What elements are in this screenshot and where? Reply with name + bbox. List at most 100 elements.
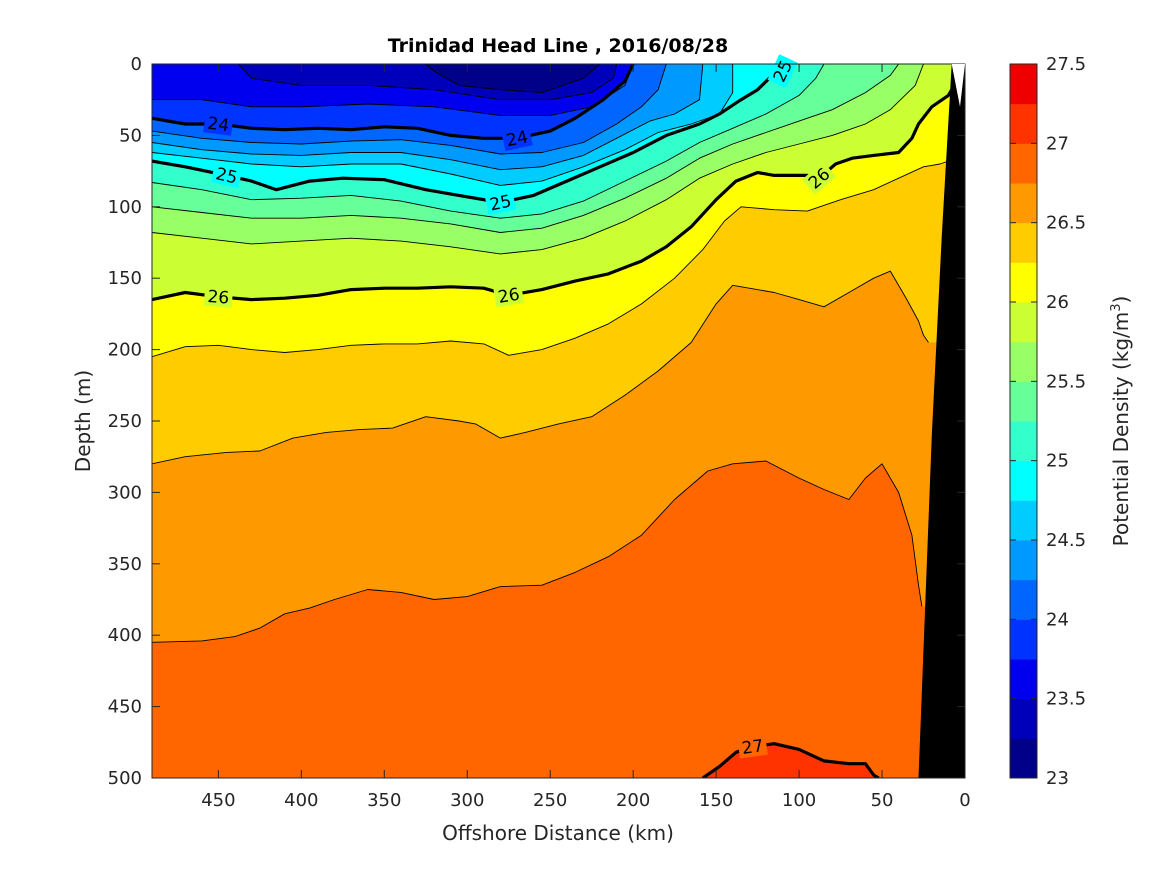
colorbar-swatch	[1010, 183, 1037, 224]
contour-label-bg	[801, 161, 837, 195]
colorbar-swatch	[1010, 143, 1037, 184]
colorbar-label: Potential Density (kg/m3)	[1109, 296, 1133, 547]
y-tick-label: 100	[108, 197, 142, 218]
contour-line-25.75	[152, 64, 924, 255]
contour-line-23.25	[425, 64, 601, 94]
contour-label-25: 25	[210, 162, 243, 189]
colorbar-tick-label: 24	[1046, 609, 1069, 630]
contour-line-26.25	[152, 160, 949, 358]
colorbar-swatch	[1010, 262, 1037, 303]
colorbar-tick-label: 26	[1046, 292, 1069, 313]
x-tick-label: 400	[284, 790, 318, 811]
colorbar-tick-label: 25	[1046, 451, 1069, 472]
colorbar-swatch	[1010, 341, 1037, 382]
y-tick-label: 500	[108, 768, 142, 789]
contour-line-26.75	[152, 460, 923, 643]
contour-line-25.25	[152, 64, 825, 219]
contour-label-bg	[501, 125, 533, 152]
y-tick-label: 300	[108, 482, 142, 503]
chart-title: Trinidad Head Line , 2016/08/28	[388, 35, 728, 57]
y-tick-label: 350	[108, 554, 142, 575]
x-axis: 450 400 350 300 250 200 150 100 50 0	[201, 64, 971, 811]
x-tick-label: 450	[201, 790, 235, 811]
contour-label-26: 26	[493, 283, 525, 308]
colorbar: 23 23.5 24 24.5 25 25.5 26 26.5 27 27.5	[1009, 54, 1086, 789]
contour-line-25.5	[152, 64, 899, 233]
x-tick-label: 150	[699, 790, 733, 811]
contour-label-text: 25	[488, 191, 513, 215]
colorbar-swatch	[1010, 302, 1037, 343]
band-26.75	[152, 461, 965, 778]
contour-label-bg	[767, 54, 798, 89]
colorbar-tick-label: 23.5	[1046, 689, 1086, 710]
colorbar-label-end: )	[1109, 296, 1133, 304]
contour-label-text: 26	[207, 287, 230, 309]
contour-label-text: 27	[741, 736, 765, 759]
land-gap	[951, 64, 965, 107]
contour-lines	[152, 64, 954, 778]
contour-line-24	[152, 64, 635, 140]
contour-label-text: 26	[497, 285, 522, 308]
contour-label-text: 24	[206, 114, 230, 137]
contour-line-24.5	[152, 64, 704, 171]
contour-label-24: 24	[501, 125, 533, 152]
y-tick-label: 450	[108, 697, 142, 718]
y-axis-label: Depth (m)	[71, 370, 95, 472]
x-tick-label: 50	[871, 790, 894, 811]
colorbar-swatch	[1010, 540, 1037, 581]
colorbar-swatch	[1010, 619, 1037, 660]
colorbar-tick-label: 23	[1046, 768, 1069, 789]
plot-fill	[152, 64, 965, 778]
contour-line-27	[701, 742, 880, 778]
colorbar-swatch	[1010, 698, 1037, 739]
contour-line-26.5	[152, 270, 929, 465]
contour-label-bg	[203, 112, 234, 136]
x-tick-label: 300	[450, 790, 484, 811]
contour-line-23.5	[237, 64, 618, 101]
y-tick-label: 150	[108, 268, 142, 289]
contour-line-24.75	[152, 64, 734, 186]
contour-label-text: 25	[214, 164, 240, 188]
colorbar-swatch	[1010, 381, 1037, 422]
colorbar-swatch	[1010, 500, 1037, 541]
contour-label-26: 26	[203, 285, 234, 309]
contour-label-25: 25	[484, 189, 517, 216]
contour-line-26	[152, 88, 954, 302]
colorbar-swatch	[1010, 64, 1037, 105]
colorbar-swatch	[1010, 460, 1037, 501]
y-tick-label: 50	[119, 125, 142, 146]
contour-label-text: 24	[505, 127, 530, 151]
x-tick-label: 0	[959, 790, 970, 811]
contour-label-bg	[210, 162, 243, 189]
x-tick-label: 350	[367, 790, 401, 811]
colorbar-label-superscript: 3	[1109, 303, 1124, 311]
colorbar-swatch	[1010, 222, 1037, 263]
colorbar-tick-label: 24.5	[1046, 530, 1086, 551]
colorbar-swatch	[1010, 421, 1037, 462]
colorbar-tick-label: 27	[1046, 133, 1069, 154]
land-mask	[918, 64, 965, 778]
y-tick-label: 200	[108, 340, 142, 361]
colorbar-swatch	[1010, 103, 1037, 144]
contour-label-27: 27	[737, 734, 768, 759]
x-tick-label: 250	[533, 790, 567, 811]
colorbar-label-main: Potential Density (kg/m	[1109, 312, 1133, 547]
y-axis: 0 50 100 150 200 250 300 350 400 450 500	[108, 54, 965, 789]
y-tick-label: 400	[108, 625, 142, 646]
x-tick-label: 100	[782, 790, 816, 811]
contour-label-bg	[493, 283, 525, 308]
contour-line-25	[152, 64, 788, 205]
x-axis-label: Offshore Distance (km)	[442, 821, 674, 845]
contour-label-bg	[737, 734, 768, 759]
y-tick-label: 0	[131, 54, 142, 75]
contour-label-bg	[203, 285, 234, 308]
colorbar-tick-label: 27.5	[1046, 54, 1086, 75]
y-tick-label: 250	[108, 411, 142, 432]
x-tick-label: 200	[616, 790, 650, 811]
colorbar-tick-label: 25.5	[1046, 371, 1086, 392]
contour-label-24: 24	[203, 112, 234, 137]
contour-label-bg	[484, 189, 517, 216]
colorbar-swatch	[1010, 738, 1037, 779]
colorbar-swatch	[1010, 579, 1037, 620]
